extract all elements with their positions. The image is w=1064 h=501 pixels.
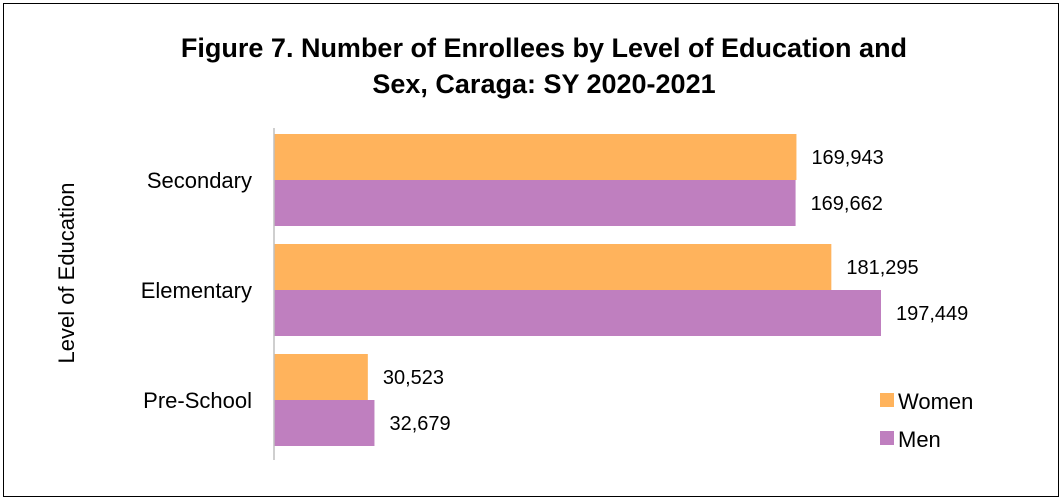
bar-elementary-men — [274, 290, 881, 336]
value-label-pre-school-women: 30,523 — [383, 367, 444, 389]
value-label-secondary-men: 169,662 — [811, 193, 883, 215]
value-label-pre-school-men: 32,679 — [389, 413, 450, 435]
legend-label-women: Women — [898, 389, 973, 414]
category-labels-group: Secondary Elementary Pre-School — [141, 168, 252, 413]
chart-title-line-2: Sex, Caraga: SY 2020-2021 — [372, 69, 715, 99]
bar-secondary-men — [274, 180, 796, 226]
value-label-elementary-women: 181,295 — [846, 257, 918, 279]
chart-title-line-1: Figure 7. Number of Enrollees by Level o… — [181, 33, 907, 63]
legend: Women Men — [880, 389, 973, 452]
value-labels-group: 169,943 169,662 181,295 197,449 30,523 32,679 — [383, 147, 968, 435]
bars-group — [274, 134, 881, 446]
bar-pre-school-men — [274, 400, 375, 446]
category-label-pre-school: Pre-School — [143, 388, 252, 413]
legend-swatch-men — [880, 431, 894, 445]
category-label-elementary: Elementary — [141, 278, 252, 303]
legend-swatch-women — [880, 393, 894, 407]
bar-elementary-women — [274, 244, 832, 290]
bar-pre-school-women — [274, 354, 368, 400]
y-axis-label: Level of Education — [54, 182, 79, 363]
value-label-secondary-women: 169,943 — [811, 147, 883, 169]
bar-secondary-women — [274, 134, 797, 180]
category-label-secondary: Secondary — [147, 168, 252, 193]
legend-label-men: Men — [898, 427, 941, 452]
value-label-elementary-men: 197,449 — [896, 303, 968, 325]
